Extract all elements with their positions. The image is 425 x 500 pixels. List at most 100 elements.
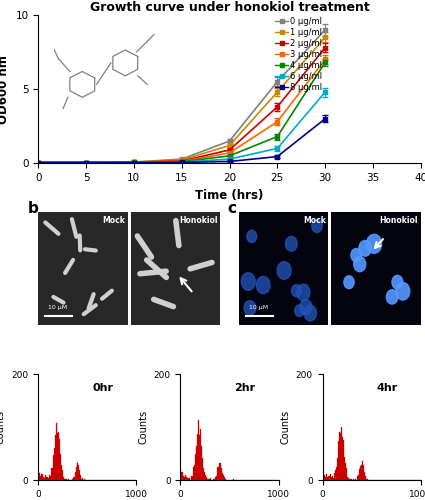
Bar [223, 475, 224, 480]
Bar [40, 476, 41, 480]
Circle shape [247, 230, 257, 242]
Bar [41, 474, 42, 480]
Bar [80, 475, 82, 480]
Bar [193, 467, 194, 480]
Y-axis label: OD600 nm: OD600 nm [0, 54, 10, 124]
Bar [54, 448, 55, 480]
Bar [358, 475, 359, 480]
Bar [82, 478, 83, 480]
Bar [192, 476, 193, 480]
Bar [47, 477, 48, 480]
Circle shape [392, 276, 403, 289]
Bar [42, 474, 43, 480]
Bar [48, 478, 49, 480]
Bar [347, 477, 348, 480]
Bar [71, 479, 73, 480]
Bar [334, 473, 335, 480]
Bar [357, 476, 358, 480]
Circle shape [359, 240, 371, 256]
Bar [208, 479, 209, 480]
Bar [199, 435, 200, 480]
Bar [219, 463, 220, 480]
Circle shape [396, 282, 410, 300]
Bar [61, 464, 62, 480]
Bar [188, 478, 189, 480]
Text: 10 μM: 10 μM [249, 306, 268, 310]
Bar [59, 439, 60, 480]
Circle shape [244, 300, 256, 316]
Circle shape [304, 305, 317, 321]
Bar [339, 432, 340, 480]
Circle shape [366, 234, 382, 254]
Bar [218, 468, 219, 480]
Bar [343, 440, 344, 480]
Bar [365, 476, 366, 480]
Bar [204, 472, 205, 480]
Bar [46, 478, 47, 480]
Bar [335, 470, 337, 480]
Circle shape [277, 262, 291, 280]
Bar [55, 435, 56, 480]
Bar [196, 446, 197, 480]
Bar [194, 464, 195, 480]
Bar [224, 479, 226, 480]
Bar [73, 477, 74, 480]
Bar [345, 463, 346, 480]
Text: 4hr: 4hr [377, 382, 398, 392]
Bar [206, 478, 207, 480]
Circle shape [297, 284, 310, 300]
Circle shape [286, 236, 297, 251]
Bar [198, 420, 199, 480]
Bar [185, 474, 186, 480]
Bar [60, 454, 61, 480]
Bar [79, 470, 80, 480]
Bar [39, 472, 40, 480]
Text: Honokiol: Honokiol [179, 216, 218, 224]
Bar [367, 479, 368, 480]
Circle shape [292, 284, 301, 297]
Bar [364, 472, 365, 480]
Bar [326, 477, 328, 480]
Bar [207, 479, 208, 480]
Text: 2hr: 2hr [235, 382, 255, 392]
Bar [324, 475, 325, 480]
Bar [53, 455, 54, 480]
Bar [340, 434, 341, 480]
Circle shape [295, 305, 304, 316]
Bar [189, 478, 190, 480]
Text: Mock: Mock [102, 216, 125, 224]
Bar [323, 472, 324, 480]
Bar [76, 462, 77, 480]
Bar [346, 468, 347, 480]
Bar [203, 468, 204, 480]
Y-axis label: Counts: Counts [280, 410, 290, 444]
Bar [210, 478, 211, 480]
Bar [348, 478, 349, 480]
Bar [341, 427, 342, 480]
Bar [362, 462, 363, 480]
Circle shape [241, 272, 255, 290]
Bar [329, 474, 331, 480]
Bar [325, 477, 326, 480]
Bar [366, 479, 367, 480]
Legend: 0 μg/ml, 1 μg/ml, 2 μg/ml, 3 μg/ml, 4 μg/ml, 6 μg/ml, 8 μg/ml: 0 μg/ml, 1 μg/ml, 2 μg/ml, 3 μg/ml, 4 μg… [272, 13, 326, 96]
X-axis label: Time (hrs): Time (hrs) [196, 188, 264, 202]
Y-axis label: Counts: Counts [138, 410, 148, 444]
Bar [222, 473, 223, 480]
Bar [338, 442, 339, 480]
Bar [56, 423, 57, 480]
Circle shape [354, 256, 366, 272]
Bar [221, 468, 222, 480]
Text: b: b [28, 201, 38, 216]
Bar [215, 477, 216, 480]
Bar [57, 433, 58, 480]
Bar [344, 456, 345, 480]
Bar [359, 470, 360, 480]
Bar [50, 476, 51, 480]
Y-axis label: Counts: Counts [0, 410, 6, 444]
Bar [342, 437, 343, 480]
Bar [361, 465, 362, 480]
Bar [38, 474, 39, 480]
Text: Mock: Mock [303, 216, 326, 224]
Bar [205, 475, 206, 480]
